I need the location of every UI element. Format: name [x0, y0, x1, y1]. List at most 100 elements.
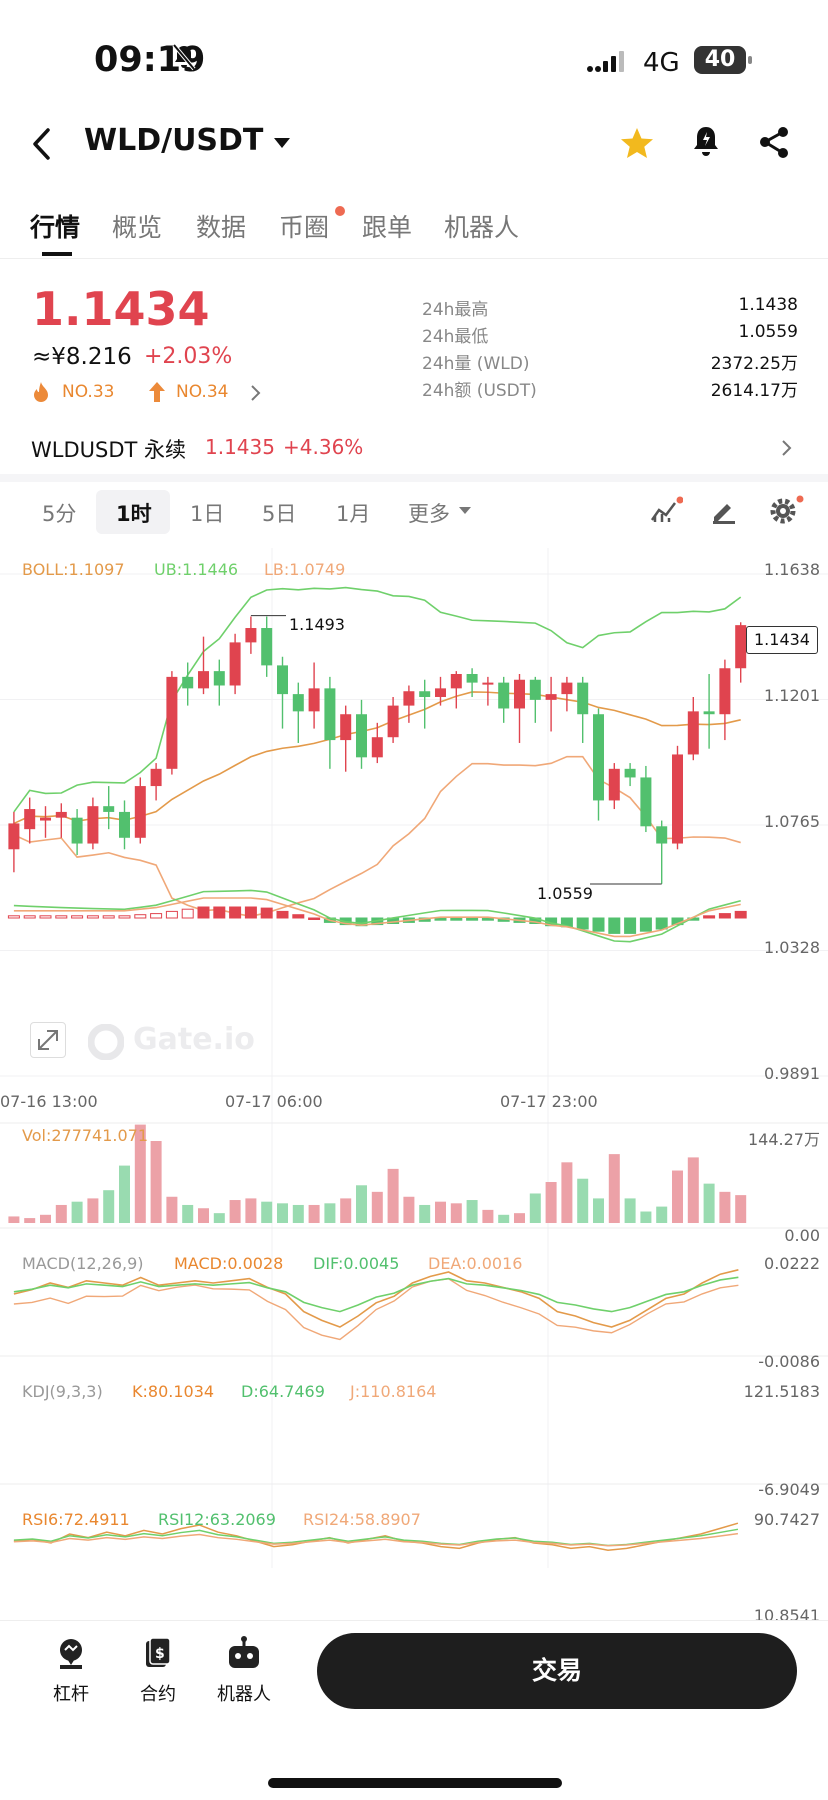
volume-label: Vol:277741.071: [22, 1126, 149, 1145]
contract-label[interactable]: 合约: [140, 1684, 176, 1705]
robot-label[interactable]: 机器人: [217, 1684, 271, 1705]
expand-icon: [38, 1030, 58, 1050]
draw-pen-icon[interactable]: [710, 497, 738, 525]
back-icon[interactable]: [30, 127, 54, 161]
tab-copy-trade[interactable]: 跟单: [362, 213, 413, 242]
macd-histogram-bar: [292, 914, 305, 919]
macd-histogram-bar: [734, 910, 747, 919]
candle: [292, 694, 304, 712]
macd-histogram-bar: [655, 917, 668, 930]
candle: [87, 806, 99, 844]
candle: [719, 668, 731, 715]
macd-histogram-bar: [102, 915, 115, 919]
settings-gear-icon[interactable]: [768, 495, 804, 525]
indicator-icon[interactable]: [649, 496, 683, 526]
macd-histogram-bar: [39, 915, 52, 919]
low-marker-label: 1.0559: [537, 884, 593, 903]
volume-bar: [482, 1209, 494, 1223]
tab-data[interactable]: 数据: [196, 213, 247, 242]
volume-bar: [466, 1200, 478, 1223]
star-icon[interactable]: [619, 126, 655, 160]
timeframe-1d[interactable]: 1日: [190, 502, 225, 526]
volume-bar: [545, 1182, 557, 1223]
dif-value: DIF:0.0045: [313, 1254, 400, 1273]
perp-price: 1.1435: [205, 435, 275, 459]
perp-change: +4.36%: [283, 435, 364, 459]
margin-icon[interactable]: [54, 1637, 88, 1671]
volume-bar: [8, 1216, 20, 1223]
divider: [0, 258, 828, 259]
tab-bots[interactable]: 机器人: [444, 213, 520, 242]
candle: [419, 691, 431, 697]
robot-icon[interactable]: [226, 1636, 262, 1670]
volume-bar: [261, 1201, 273, 1223]
kdj-min: -6.9049: [758, 1480, 820, 1499]
candle: [340, 714, 352, 741]
y-tick: 1.0328: [764, 938, 820, 957]
macd-histogram-bar: [165, 910, 178, 919]
macd-histogram-bar: [181, 908, 194, 919]
perpetual-row[interactable]: WLDUSDT 永续 1.1435 +4.36%: [0, 425, 828, 471]
stat-value: 2614.17万: [710, 381, 798, 401]
timeframe-1h[interactable]: 1时: [116, 502, 152, 526]
timeframe-5d[interactable]: 5日: [262, 502, 297, 526]
macd-plot: [7, 889, 747, 943]
volume-min: 0.00: [784, 1226, 820, 1245]
candle: [672, 754, 683, 844]
candle: [703, 711, 715, 715]
candle: [498, 682, 510, 709]
high-marker-label: 1.1493: [289, 615, 345, 634]
volume-bar: [166, 1196, 178, 1223]
price-change: +2.03%: [144, 344, 233, 369]
pair-title[interactable]: WLD/USDT: [84, 123, 264, 158]
fullscreen-button[interactable]: [30, 1022, 66, 1058]
margin-label[interactable]: 杠杆: [53, 1684, 89, 1705]
kline-chart[interactable]: [0, 548, 828, 1620]
candle: [387, 705, 399, 738]
boll-ub-label: UB:1.1446: [154, 560, 239, 579]
contract-icon[interactable]: $: [142, 1637, 174, 1671]
macd-histogram-bar: [7, 915, 20, 919]
rsi24-line: [13, 1532, 739, 1547]
volume-bar: [245, 1198, 257, 1223]
y-tick: 0.9891: [764, 1064, 820, 1083]
timeframe-5m[interactable]: 5分: [42, 502, 77, 526]
tab-coin-circle[interactable]: 币圈: [279, 213, 330, 242]
volume-bar: [703, 1183, 715, 1223]
candle: [229, 642, 241, 686]
volume-bar: [624, 1198, 636, 1223]
volume-bar: [134, 1124, 146, 1223]
timeframe-1mo[interactable]: 1月: [336, 502, 371, 526]
volume-bar: [593, 1198, 604, 1223]
macd-max: 0.0222: [764, 1254, 820, 1273]
volume-bar: [308, 1204, 320, 1223]
macd-histogram-bar: [276, 910, 289, 919]
timeframe-more[interactable]: 更多: [408, 502, 450, 526]
x-tick: 07-17 23:00: [500, 1092, 598, 1111]
macd-histogram-bar: [260, 907, 273, 919]
candle: [308, 688, 320, 712]
dropdown-caret-icon[interactable]: [273, 137, 291, 149]
stat-label: 24h额 (USDT): [422, 381, 537, 401]
share-icon[interactable]: [757, 125, 791, 159]
stat-label: 24h最低: [422, 327, 489, 347]
candle: [687, 711, 699, 755]
kdj-label: KDJ(9,3,3): [22, 1382, 103, 1401]
tab-badge-dot: [335, 206, 345, 216]
chevron-right-icon[interactable]: [250, 384, 262, 402]
candle: [435, 688, 446, 697]
y-tick: 1.0765: [764, 812, 820, 831]
macd-histogram-bar: [55, 915, 68, 919]
kdj-j-line: [13, 1278, 739, 1341]
price-alert-icon[interactable]: [690, 124, 722, 160]
macd-value: MACD:0.0028: [174, 1254, 284, 1273]
macd-min: -0.0086: [758, 1352, 820, 1371]
volume-bar: [498, 1214, 510, 1223]
trade-button[interactable]: 交易: [317, 1633, 797, 1709]
tab-market[interactable]: 行情: [30, 213, 81, 242]
macd-histogram-bar: [134, 914, 147, 919]
caret-down-icon[interactable]: [459, 507, 471, 515]
tab-overview[interactable]: 概览: [112, 213, 163, 242]
volume-bar: [324, 1203, 336, 1223]
volume-bar: [119, 1165, 130, 1223]
